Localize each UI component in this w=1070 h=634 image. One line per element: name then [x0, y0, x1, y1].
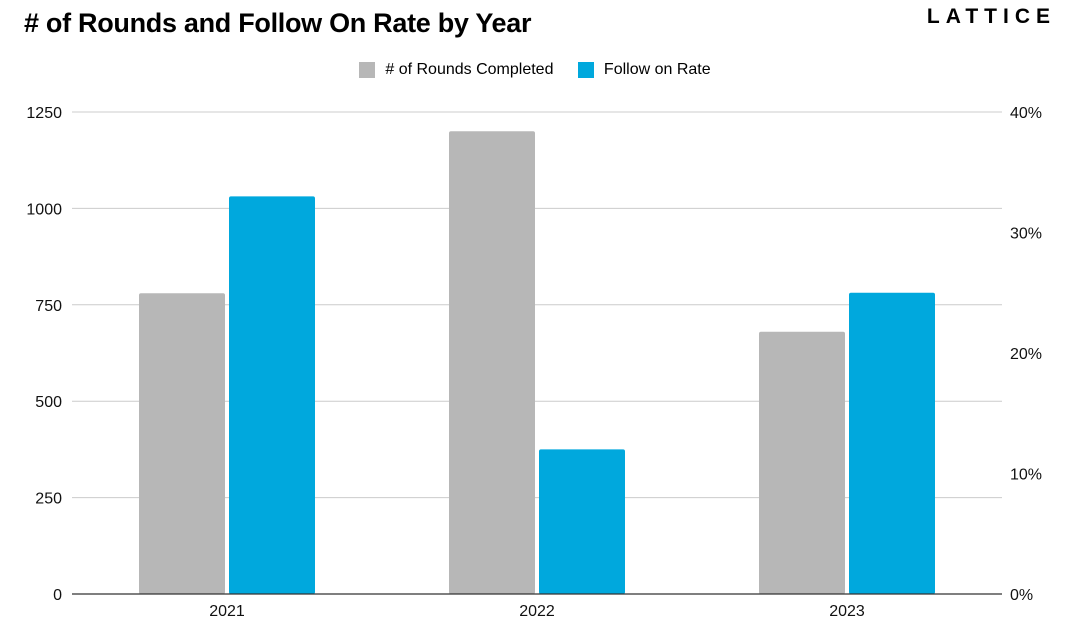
- y-left-tick-label: 250: [35, 491, 62, 508]
- y-left-tick-label: 0: [53, 587, 62, 604]
- lattice-logo: LATTICE: [927, 5, 1056, 29]
- bar-follow-on-2023: [849, 292, 935, 594]
- bar-rounds-2022: [449, 131, 535, 594]
- chart-title: # of Rounds and Follow On Rate by Year: [24, 8, 532, 38]
- logo-text: LATTICE: [926, 5, 1056, 28]
- legend-swatch-rounds: [359, 62, 376, 78]
- legend-label-follow-on: Follow on Rate: [603, 61, 711, 78]
- legend-item-rounds[interactable]: # of Rounds Completed: [359, 61, 553, 79]
- y-right-tick-label: 40%: [1010, 105, 1042, 122]
- y-left-tick-label: 750: [35, 298, 62, 315]
- bar-rounds-2023: [759, 331, 845, 594]
- y-right-tick-label: 30%: [1010, 226, 1042, 243]
- y-right-tick-label: 10%: [1010, 467, 1042, 484]
- bar-follow-on-2022: [539, 449, 625, 594]
- legend-label-rounds: # of Rounds Completed: [385, 61, 554, 78]
- x-tick-label: 2022: [519, 603, 555, 620]
- y-right-tick-label: 0%: [1010, 587, 1033, 604]
- x-tick-label: 2021: [209, 603, 245, 620]
- x-tick-label: 2023: [829, 603, 865, 620]
- bar-rounds-2021: [139, 293, 225, 594]
- legend-item-follow-on[interactable]: Follow on Rate: [577, 61, 711, 79]
- y-left-tick-label: 500: [35, 394, 62, 411]
- y-left-tick-label: 1000: [26, 201, 62, 218]
- legend-swatch-follow-on: [577, 62, 594, 78]
- bar-follow-on-2021: [229, 196, 315, 594]
- y-left-tick-label: 1250: [26, 105, 62, 122]
- legend: # of Rounds Completed Follow on Rate: [0, 61, 1070, 83]
- y-right-tick-label: 20%: [1010, 346, 1042, 363]
